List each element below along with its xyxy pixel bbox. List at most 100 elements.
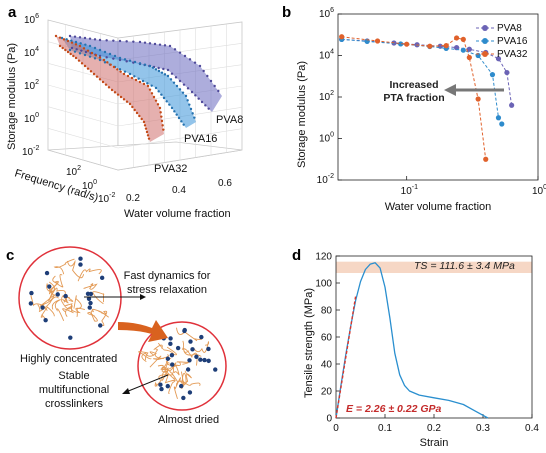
- polymer-chain: [46, 281, 58, 296]
- network-dried: [138, 327, 218, 401]
- crosslinker-dot: [202, 357, 207, 363]
- crosslinker-dot: [199, 334, 204, 340]
- polymer-chain: [172, 361, 189, 366]
- panel-b-chart: 10-2 100 102 104 106 10-1 100 Increased PTA fr…: [296, 7, 546, 213]
- dot-pva32-top: [142, 82, 146, 86]
- polymer-chain: [66, 259, 85, 279]
- dot-pva32-bottom: [83, 64, 87, 68]
- panel-label-b: b: [282, 4, 291, 21]
- dot-pva32-bottom: [145, 130, 149, 134]
- panel-d-ts-band: [336, 261, 532, 274]
- dot-pva8-bottom: [125, 60, 128, 63]
- crosslinker-dot: [165, 383, 170, 389]
- dot-pva8-top: [83, 36, 87, 40]
- dot-pva16-bottom: [123, 70, 127, 73]
- dot-pva32-top: [160, 119, 164, 123]
- circle-concentrated: [18, 246, 122, 350]
- panel-b-series: [339, 34, 515, 162]
- polymer-chain: [141, 351, 157, 362]
- dot-pva16-top: [128, 59, 132, 62]
- polymer-chain: [164, 373, 176, 395]
- dot-pva16-bottom: [98, 58, 102, 62]
- series-line-pva16: [341, 38, 503, 125]
- polymer-chain: [73, 295, 82, 317]
- dot-pva16-bottom: [68, 48, 72, 52]
- dot-pva16-top: [60, 36, 64, 40]
- x-axis-label-d: Strain: [420, 437, 449, 449]
- dot-pva8-top: [98, 38, 102, 42]
- polymer-chain: [164, 369, 179, 383]
- panel-d-ticks: 0 20 40 60 80 100 120 0 0.1 0.2 0.3 0.4: [315, 252, 539, 435]
- dot-pva32-bottom: [69, 52, 72, 56]
- dot-pva16-top: [65, 38, 68, 41]
- dot-pva8-top: [125, 40, 128, 43]
- network-concentrated: [28, 256, 109, 340]
- dot-pva8-bottom: [98, 54, 102, 58]
- dot-pva32-bottom: [95, 75, 99, 78]
- point-pva8: [454, 45, 460, 51]
- crosslinker-dot: [87, 305, 92, 310]
- dot-pva32-top: [159, 111, 162, 114]
- dot-pva32-bottom: [80, 62, 84, 65]
- note-stable-2: multifunctional: [39, 384, 109, 396]
- x-tick-0.2: 0.2: [126, 193, 140, 204]
- dot-pva32-top: [106, 61, 109, 64]
- point-pva16: [398, 41, 404, 47]
- polymer-chain: [180, 371, 201, 387]
- point-pva32: [427, 43, 433, 49]
- x-axis-label-b: Water volume fraction: [385, 201, 492, 213]
- dot-pva32-top: [130, 76, 134, 80]
- dot-pva8-bottom: [157, 66, 160, 70]
- y-tick-label-b: 102: [319, 90, 334, 103]
- legend-marker-pva16: [482, 38, 488, 44]
- z-tick-6: 106: [24, 13, 39, 26]
- dot-pva32-bottom: [92, 72, 96, 76]
- polymer-chain: [62, 296, 74, 304]
- dot-pva32-bottom: [89, 70, 93, 73]
- z-axis-label: Storage modulus (Pa): [6, 43, 18, 150]
- polymer-chain: [153, 344, 164, 359]
- dot-pva8-bottom: [162, 67, 165, 71]
- dot-pva32-top: [148, 88, 152, 91]
- crosslinker-dot: [44, 270, 50, 276]
- dot-pva16-bottom: [78, 52, 82, 55]
- point-pva16: [495, 115, 502, 121]
- dot-pva16-bottom: [73, 50, 77, 53]
- x-tick-label-b: 10-1: [401, 184, 418, 197]
- dot-pva8-top: [138, 40, 142, 44]
- dot-pva16-top: [154, 68, 158, 71]
- dot-pva32-top: [160, 115, 163, 118]
- dot-pva32-bottom: [66, 50, 70, 54]
- dot-pva16-top: [123, 58, 127, 61]
- point-pva8: [466, 46, 472, 52]
- crosslinker-dot: [179, 383, 184, 389]
- x-tick-label-d: 0.4: [525, 423, 539, 434]
- dot-pva32-top: [146, 84, 150, 88]
- crosslinker-dot: [40, 305, 45, 310]
- dot-pva32-top: [162, 128, 165, 131]
- dot-pva16-top: [160, 71, 164, 74]
- dot-pva32-top: [78, 44, 82, 48]
- dot-pva16-top: [103, 50, 107, 54]
- point-pva32: [443, 42, 449, 49]
- point-pva32: [374, 38, 381, 44]
- note-fast-dynamics-2: stress relaxation: [127, 284, 207, 296]
- dot-pva8-top: [198, 64, 202, 68]
- crosslinker-dot: [28, 301, 34, 306]
- point-pva32: [483, 156, 489, 162]
- dot-pva32-bottom: [140, 117, 143, 121]
- polymer-chain: [51, 299, 65, 321]
- dot-pva32-top: [154, 99, 158, 102]
- annotation-arrow-head: [444, 84, 456, 96]
- dot-pva16-bottom: [170, 106, 174, 110]
- dot-pva32-bottom: [104, 83, 108, 86]
- crosslinker-dot: [159, 386, 164, 392]
- crosslinker-dot: [185, 367, 191, 372]
- dot-pva16-top: [189, 107, 193, 111]
- dot-pva8-bottom: [118, 58, 122, 62]
- crosslinker-dot: [55, 292, 60, 297]
- dot-pva32-top: [134, 78, 138, 82]
- panel-a-dots: [54, 34, 220, 140]
- y-tick-label-b: 10-2: [317, 173, 334, 186]
- dot-pva32-top: [109, 63, 112, 66]
